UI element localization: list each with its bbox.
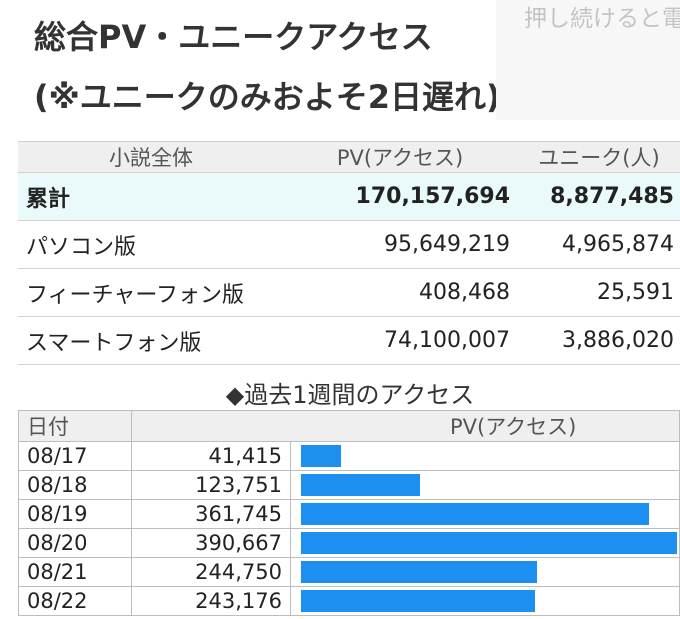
summary-row-label: 累計 bbox=[18, 172, 282, 221]
summary-row-label: パソコン版 bbox=[18, 220, 282, 269]
pv-bar bbox=[301, 590, 535, 612]
weekly-row-pv: 123,751 bbox=[131, 470, 291, 500]
summary-row-unique: 25,591 bbox=[516, 268, 680, 317]
summary-row-smartphone: スマートフォン版 74,100,007 3,886,020 bbox=[18, 316, 680, 365]
weekly-row-date: 08/21 bbox=[18, 557, 132, 587]
summary-row-label: スマートフォン版 bbox=[18, 316, 282, 365]
power-menu-hint: 押し続けると電源メニュー bbox=[496, 0, 680, 120]
summary-col-pv: PV(アクセス) bbox=[282, 141, 516, 173]
weekly-row-date: 08/20 bbox=[18, 528, 132, 558]
weekly-row-bar-cell bbox=[290, 586, 680, 616]
page-title: 総合PV・ユニークアクセス bbox=[34, 18, 433, 56]
page-subtitle: (※ユニークのみおよそ2日遅れ) bbox=[34, 78, 501, 116]
summary-row-total: 累計 170,157,694 8,877,485 bbox=[18, 172, 680, 221]
summary-row-pv: 74,100,007 bbox=[282, 316, 516, 365]
summary-row-unique: 3,886,020 bbox=[516, 316, 680, 365]
summary-row-featurephone: フィーチャーフォン版 408,468 25,591 bbox=[18, 268, 680, 317]
summary-col-unique: ユニーク(人) bbox=[516, 141, 680, 173]
weekly-row-date: 08/18 bbox=[18, 470, 132, 500]
weekly-row-pv: 244,750 bbox=[131, 557, 291, 587]
weekly-header-row: 日付 PV(アクセス) bbox=[18, 410, 680, 442]
weekly-col-date: 日付 bbox=[18, 410, 132, 442]
summary-row-pc: パソコン版 95,649,219 4,965,874 bbox=[18, 220, 680, 269]
pv-bar bbox=[301, 561, 537, 583]
weekly-row-bar-cell bbox=[290, 470, 680, 500]
weekly-row-date: 08/22 bbox=[18, 586, 132, 616]
weekly-row-pv: 390,667 bbox=[131, 528, 291, 558]
weekly-row: 08/18 123,751 bbox=[18, 470, 680, 500]
weekly-row-date: 08/17 bbox=[18, 441, 132, 471]
weekly-row: 08/21 244,750 bbox=[18, 557, 680, 587]
weekly-row: 08/17 41,415 bbox=[18, 441, 680, 471]
summary-table: 小説全体 PV(アクセス) ユニーク(人) 累計 170,157,694 8,8… bbox=[18, 141, 680, 365]
weekly-heading: ◆過去1週間のアクセス bbox=[225, 381, 475, 409]
weekly-table: 日付 PV(アクセス) 08/17 41,415 08/18 123,751 08/19… bbox=[18, 410, 680, 616]
pv-bar bbox=[301, 474, 420, 496]
weekly-row: 08/22 243,176 bbox=[18, 586, 680, 616]
summary-row-pv: 170,157,694 bbox=[282, 172, 516, 221]
weekly-row-bar-cell bbox=[290, 499, 680, 529]
summary-row-unique: 4,965,874 bbox=[516, 220, 680, 269]
summary-row-pv: 408,468 bbox=[282, 268, 516, 317]
summary-row-label: フィーチャーフォン版 bbox=[18, 268, 282, 317]
summary-header-row: 小説全体 PV(アクセス) ユニーク(人) bbox=[18, 141, 680, 173]
pv-bar bbox=[301, 532, 677, 554]
weekly-row-pv: 361,745 bbox=[131, 499, 291, 529]
weekly-row-bar-cell bbox=[290, 528, 680, 558]
weekly-row: 08/20 390,667 bbox=[18, 528, 680, 558]
power-menu-hint-text: 押し続けると電源メニュー bbox=[524, 6, 680, 32]
pv-bar bbox=[301, 503, 649, 525]
pv-bar bbox=[301, 445, 341, 467]
summary-col-work: 小説全体 bbox=[18, 141, 282, 173]
weekly-row-pv: 243,176 bbox=[131, 586, 291, 616]
weekly-row-bar-cell bbox=[290, 557, 680, 587]
weekly-col-pv: PV(アクセス) bbox=[131, 410, 680, 442]
summary-row-unique: 8,877,485 bbox=[516, 172, 680, 221]
weekly-row-pv: 41,415 bbox=[131, 441, 291, 471]
weekly-row-date: 08/19 bbox=[18, 499, 132, 529]
weekly-rows: 08/17 41,415 08/18 123,751 08/19 361,745 08/20… bbox=[18, 441, 680, 616]
weekly-row-bar-cell bbox=[290, 441, 680, 471]
weekly-row: 08/19 361,745 bbox=[18, 499, 680, 529]
summary-row-pv: 95,649,219 bbox=[282, 220, 516, 269]
